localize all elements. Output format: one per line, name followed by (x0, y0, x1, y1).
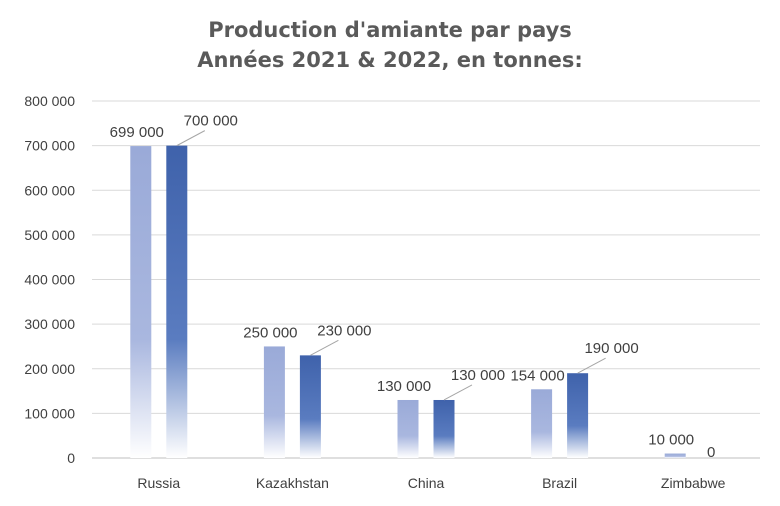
data-label: 700 000 (184, 113, 238, 130)
bars (130, 145, 686, 459)
chart-subtitle: Années 2021 & 2022, en tonnes: (197, 48, 583, 72)
y-axis-tick-labels: 0 100 000 200 000 300 000 400 000 500 000 600 … (24, 93, 75, 466)
y-tick-label: 300 000 (24, 316, 75, 332)
x-tick-label: Brazil (542, 475, 577, 491)
bar-russia-s1 (130, 146, 152, 459)
data-label: 699 000 (110, 124, 164, 141)
bar-kazakhstan-s2 (299, 355, 321, 458)
x-tick-label: Kazakhstan (256, 475, 329, 491)
data-label: 130 000 (451, 367, 505, 384)
bar-brazil-s1 (531, 389, 553, 458)
bar-russia-s2 (166, 145, 188, 458)
bar-kazakhstan-s1 (263, 346, 285, 458)
y-tick-label: 200 000 (24, 361, 75, 377)
leader-line (176, 130, 206, 147)
x-tick-label: China (408, 475, 445, 491)
gridlines (92, 100, 760, 459)
data-label: 130 000 (377, 378, 431, 395)
data-label: 250 000 (243, 324, 297, 341)
chart-title: Production d'amiante par pays (208, 18, 572, 42)
bar-china-s1 (397, 399, 419, 458)
y-tick-label: 800 000 (24, 93, 75, 109)
leader-line (443, 384, 473, 401)
data-label: 230 000 (317, 322, 371, 339)
leader-line (577, 357, 606, 374)
y-tick-label: 700 000 (24, 138, 75, 154)
data-label: 0 (707, 444, 715, 461)
y-tick-label: 100 000 (24, 405, 75, 421)
data-label: 190 000 (584, 340, 638, 357)
y-tick-label: 400 000 (24, 272, 75, 288)
y-tick-label: 500 000 (24, 227, 75, 243)
x-axis-tick-labels: Russia Kazakhstan China Brazil Zimbabwe (137, 475, 725, 491)
bar-zimbabwe-s1 (664, 453, 686, 458)
data-label: 154 000 (510, 367, 564, 384)
x-tick-label: Zimbabwe (661, 475, 726, 491)
data-label: 10 000 (648, 432, 694, 449)
leader-line (310, 339, 339, 356)
data-labels: 699 000 700 000 250 000 230 000 130 000 130 0… (110, 113, 716, 461)
bar-brazil-s2 (567, 373, 589, 458)
bar-china-s2 (433, 399, 455, 458)
y-tick-label: 0 (67, 450, 75, 466)
y-tick-label: 600 000 (24, 182, 75, 198)
x-tick-label: Russia (137, 475, 180, 491)
